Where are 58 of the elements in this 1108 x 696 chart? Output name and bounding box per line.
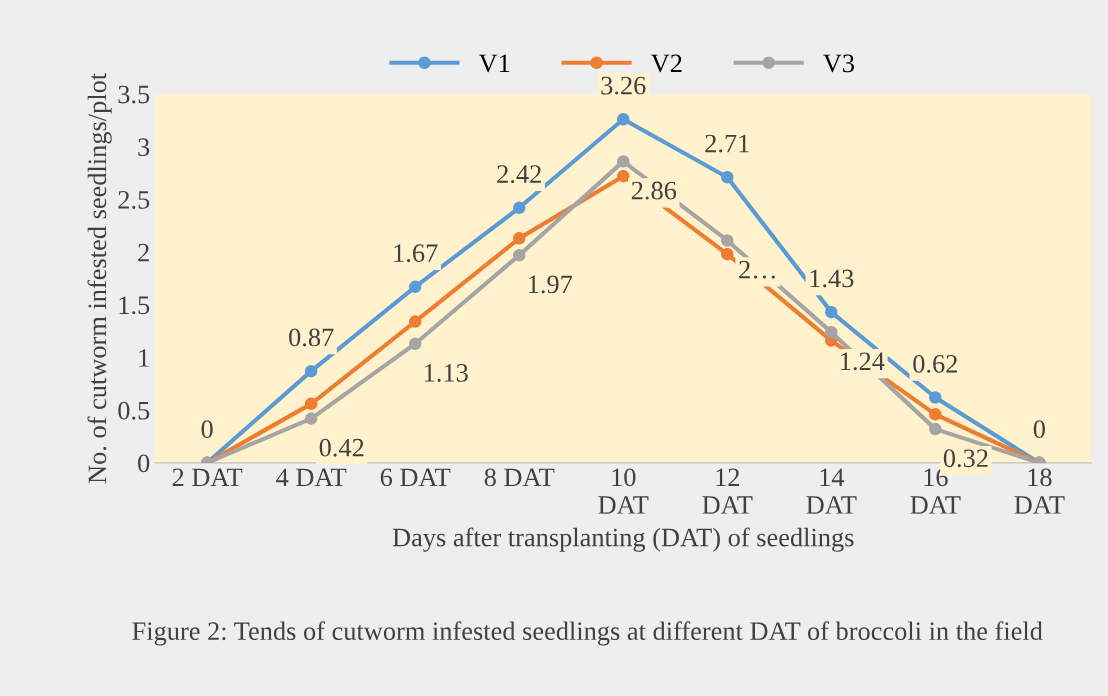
point	[304, 412, 318, 425]
point	[721, 234, 734, 247]
data-label: 0.42	[319, 438, 364, 457]
point	[512, 232, 526, 245]
y-tick-label: 0	[138, 454, 150, 473]
point	[929, 422, 942, 436]
data-label: 2.71	[705, 134, 749, 153]
point	[721, 170, 734, 184]
point	[616, 155, 630, 168]
y-tick-label: 3.5	[118, 85, 150, 104]
y-tick-label: 3	[138, 138, 150, 157]
caption: Figure 2: Tends of cutworm infested seedlings at different DAT of broccoli in the field	[132, 621, 1043, 646]
point	[825, 325, 838, 339]
data-label: 1.13	[424, 364, 468, 382]
point	[825, 305, 838, 319]
x-tick-label: 18 DAT	[1014, 468, 1065, 514]
point	[304, 364, 318, 378]
legend-label: V1	[478, 54, 510, 73]
data-label: 0.62	[913, 354, 957, 373]
point	[616, 169, 630, 183]
x-tick-label: 14 DAT	[806, 468, 857, 514]
y-tick-label: 2.5	[118, 191, 150, 209]
point	[408, 280, 422, 294]
data-label: 1.24	[841, 352, 885, 371]
y-tick-label: 0.5	[118, 401, 150, 420]
data-label: 2.86	[631, 181, 677, 200]
point	[616, 113, 630, 126]
point	[512, 201, 526, 215]
data-label: 3.26	[601, 76, 646, 95]
x-tick-label: 2 DAT	[172, 468, 243, 487]
point	[929, 408, 942, 421]
data-label: 0	[1033, 420, 1045, 439]
point	[929, 391, 942, 404]
y-axis-title: No. of cutworm infested seedlings/plot	[87, 72, 112, 484]
x-tick-label: 12 DAT	[702, 468, 753, 514]
point	[304, 397, 318, 411]
point	[721, 247, 734, 261]
x-tick-label: 10 DAT	[598, 468, 649, 514]
y-tick-label: 2	[138, 243, 149, 262]
data-label: 2.42	[497, 165, 541, 184]
data-label: 1.43	[810, 269, 854, 288]
data-label: 0.87	[289, 328, 334, 347]
legend-label: V2	[650, 54, 682, 73]
y-tick-label: 1	[139, 349, 149, 367]
data-label: 1.67	[394, 244, 438, 263]
x-tick-label: 4 DAT	[276, 468, 347, 487]
data-label: 2…	[739, 260, 775, 279]
legend-label: V3	[823, 54, 854, 73]
x-axis-title: Days after transplanting (DAT) of seedlings	[392, 527, 854, 552]
data-label: 1.97	[529, 275, 573, 294]
point	[408, 315, 422, 328]
data-label: 0	[201, 420, 213, 439]
x-tick-label: 6 DAT	[380, 468, 451, 487]
point	[408, 337, 422, 350]
y-tick-label: 1.5	[119, 296, 150, 315]
point	[512, 248, 526, 262]
x-tick-label: 8 DAT	[484, 468, 555, 487]
data-label: 0.32	[943, 449, 988, 468]
